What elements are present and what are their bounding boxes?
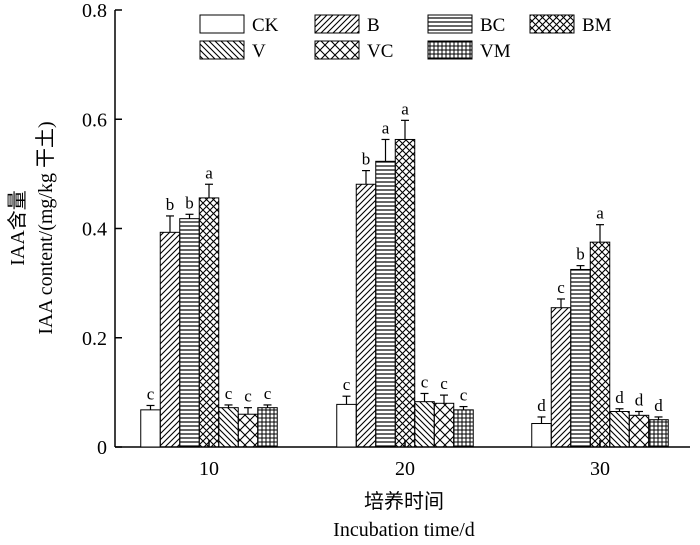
y-tick-label: 0.4 xyxy=(82,219,107,241)
bar-vm-20 xyxy=(453,409,474,448)
significance-label: a xyxy=(401,99,409,118)
legend-swatch-b xyxy=(314,14,360,34)
bar-bc-30 xyxy=(570,268,591,448)
bar-ck-10 xyxy=(140,409,161,448)
x-tick-label: 20 xyxy=(395,458,415,480)
significance-label: c xyxy=(343,375,351,394)
significance-label: c xyxy=(264,384,272,403)
significance-label: b xyxy=(185,193,194,212)
legend-swatch-bm xyxy=(529,14,575,34)
bar-bm-20 xyxy=(394,138,416,448)
legend-swatch-bc xyxy=(427,14,473,34)
legend: CK B BC BM V VC VM xyxy=(199,14,612,62)
significance-label: c xyxy=(557,278,565,297)
significance-label: b xyxy=(576,245,585,264)
legend-swatch-vc xyxy=(314,40,360,60)
significance-label: d xyxy=(615,388,624,407)
x-axis-title-en: Incubation time/d xyxy=(333,519,475,541)
legend-label-ck: CK xyxy=(252,15,279,36)
bar-b-20 xyxy=(355,183,377,448)
bar-bm-10 xyxy=(198,197,220,448)
bar-vc-30 xyxy=(628,414,650,448)
significance-label: c xyxy=(460,386,468,405)
significance-label: d xyxy=(654,396,663,415)
significance-label: c xyxy=(421,372,429,391)
bar-bc-20 xyxy=(375,160,396,448)
legend-label-vc: VC xyxy=(367,41,393,62)
y-tick-label: 0.8 xyxy=(82,0,107,22)
significance-label: c xyxy=(225,384,233,403)
significance-label: a xyxy=(205,163,213,182)
bar-ck-20 xyxy=(336,403,357,448)
bar-ck-30 xyxy=(531,423,552,448)
y-tick-label: 0 xyxy=(97,437,107,459)
significance-label: a xyxy=(596,204,604,223)
legend-swatch-ck xyxy=(199,14,245,34)
x-tick-label: 30 xyxy=(590,458,610,480)
bar-v-30 xyxy=(609,410,630,448)
significance-label: c xyxy=(244,387,252,406)
x-axis-title-cn: 培养时间 xyxy=(364,490,444,513)
legend-label-b: B xyxy=(367,15,380,36)
x-tick-label: 10 xyxy=(199,458,219,480)
y-tick-label: 0.6 xyxy=(82,109,107,131)
bar-bc-10 xyxy=(179,218,200,448)
bar-bm-30 xyxy=(589,241,611,448)
legend-swatch-v xyxy=(199,40,245,60)
significance-label: a xyxy=(382,118,390,137)
significance-label: d xyxy=(537,396,546,415)
bar-vc-10 xyxy=(237,413,259,448)
bar-v-20 xyxy=(414,401,435,448)
bar-vm-10 xyxy=(257,407,278,448)
legend-label-bc: BC xyxy=(480,15,505,36)
legend-label-v: V xyxy=(252,41,266,62)
significance-label: b xyxy=(166,195,175,214)
bar-b-10 xyxy=(159,231,181,448)
significance-label: c xyxy=(147,384,155,403)
legend-label-vm: VM xyxy=(480,41,511,62)
legend-swatch-vm xyxy=(427,40,473,60)
significance-label: c xyxy=(440,374,448,393)
bar-vm-30 xyxy=(648,419,669,448)
bar-vc-20 xyxy=(433,402,455,448)
bar-v-10 xyxy=(218,407,239,448)
legend-label-bm: BM xyxy=(582,15,612,36)
significance-label: d xyxy=(635,390,644,409)
y-tick-label: 0.2 xyxy=(82,328,107,350)
bar-b-30 xyxy=(550,307,572,448)
y-axis-title-cn: IAA含量 xyxy=(6,190,29,266)
significance-label: b xyxy=(362,150,371,169)
y-axis-title-en: IAA content/(mg/kg 干土) xyxy=(34,121,57,334)
